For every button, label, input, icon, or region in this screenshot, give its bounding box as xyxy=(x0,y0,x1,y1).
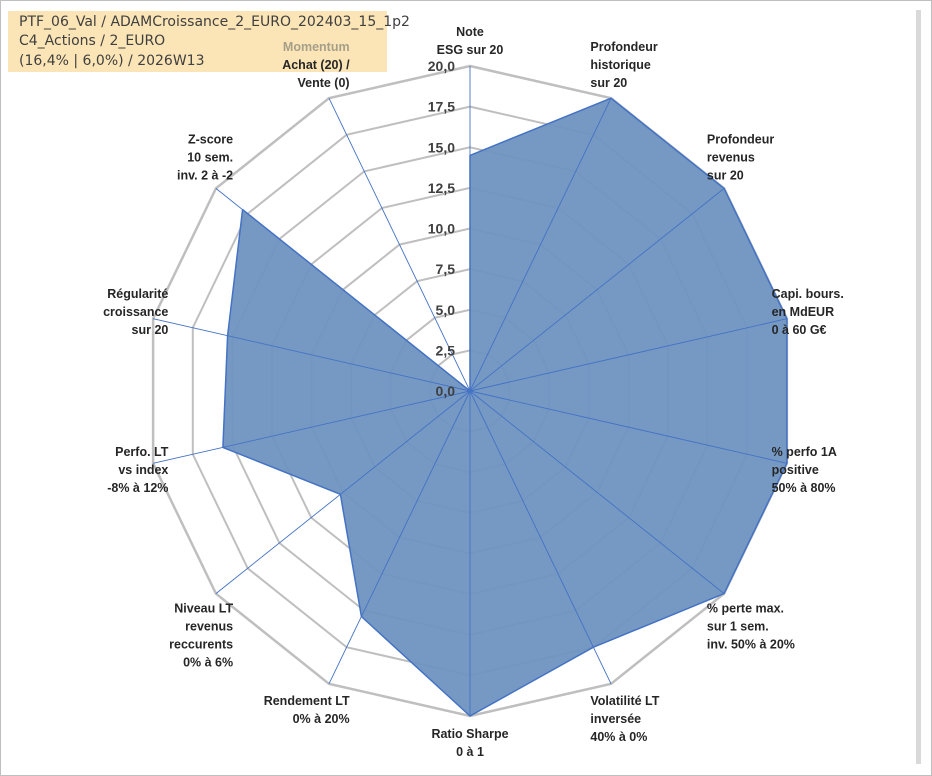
axis-label: Note ESG sur 20 xyxy=(437,25,504,57)
info-performance-line: (16,4% | 6,0%) / 2026W13 xyxy=(19,53,205,69)
tick-label: 0,0 xyxy=(436,383,456,399)
axis-label: % perfo 1A positive 50% à 80% xyxy=(772,445,837,495)
axis-label: Profondeur revenus sur 20 xyxy=(707,132,774,182)
axis-label: Momentum Achat (20) / Vente (0) xyxy=(282,40,350,90)
vertical-scrollbar[interactable] xyxy=(916,10,921,764)
radar-tick-labels: 0,0 2,5 5,0 7,5 10,0 12,5 15,0 17,5 20,0 xyxy=(428,58,455,399)
axis-spoke xyxy=(328,98,471,392)
tick-label: 20,0 xyxy=(428,58,455,74)
info-box: PTF_06_Val / ADAMCroissance_2_EURO_20240… xyxy=(8,11,410,72)
axis-spoke xyxy=(469,188,725,392)
axis-label: Ratio Sharpe 0 à 1 xyxy=(431,727,508,759)
tick-label: 15,0 xyxy=(428,139,455,155)
axis-spoke xyxy=(328,390,471,684)
tick-label: 10,0 xyxy=(428,221,455,237)
tick-label: 12,5 xyxy=(428,180,455,196)
tick-label: 2,5 xyxy=(436,342,456,358)
axis-spoke xyxy=(469,98,612,392)
info-portfolio-line: PTF_06_Val / ADAMCroissance_2_EURO_20240… xyxy=(19,14,410,30)
axis-spoke xyxy=(469,318,788,392)
axis-label: Capi. bours. en MdEUR 0 à 60 G€ xyxy=(772,287,844,337)
axis-label: % perte max. sur 1 sem. inv. 50% à 20% xyxy=(707,602,795,652)
axis-label: Niveau LT revenus reccurents 0% à 6% xyxy=(169,602,233,670)
info-category-line: C4_Actions / 2_EURO xyxy=(19,33,166,49)
axis-label: Perfo. LT vs index -8% à 12% xyxy=(107,445,169,495)
axis-label: Volatilité LT inversée 40% à 0% xyxy=(590,694,659,744)
axis-label: Rendement LT 0% à 20% xyxy=(264,694,350,726)
axis-spoke xyxy=(215,188,471,392)
axis-label: Z-score 10 sem. inv. 2 à -2 xyxy=(177,132,233,182)
axis-spoke xyxy=(152,390,471,464)
radar-axis-labels: Note ESG sur 20 Profondeur historique sur 20… xyxy=(103,25,844,759)
tick-label: 17,5 xyxy=(428,99,455,115)
tick-label: 7,5 xyxy=(436,261,456,277)
radar-spokes xyxy=(152,66,788,716)
axis-spoke xyxy=(469,390,725,594)
axis-label: Régularité croissance sur 20 xyxy=(103,287,168,337)
radar-series xyxy=(222,97,788,717)
axis-spoke xyxy=(152,318,471,392)
axis-label: Profondeur historique sur 20 xyxy=(590,40,657,90)
tick-label: 5,0 xyxy=(436,302,456,318)
axis-spoke xyxy=(469,390,788,464)
series-area xyxy=(222,97,788,717)
axis-spoke xyxy=(469,390,612,684)
axis-spoke xyxy=(215,390,471,594)
